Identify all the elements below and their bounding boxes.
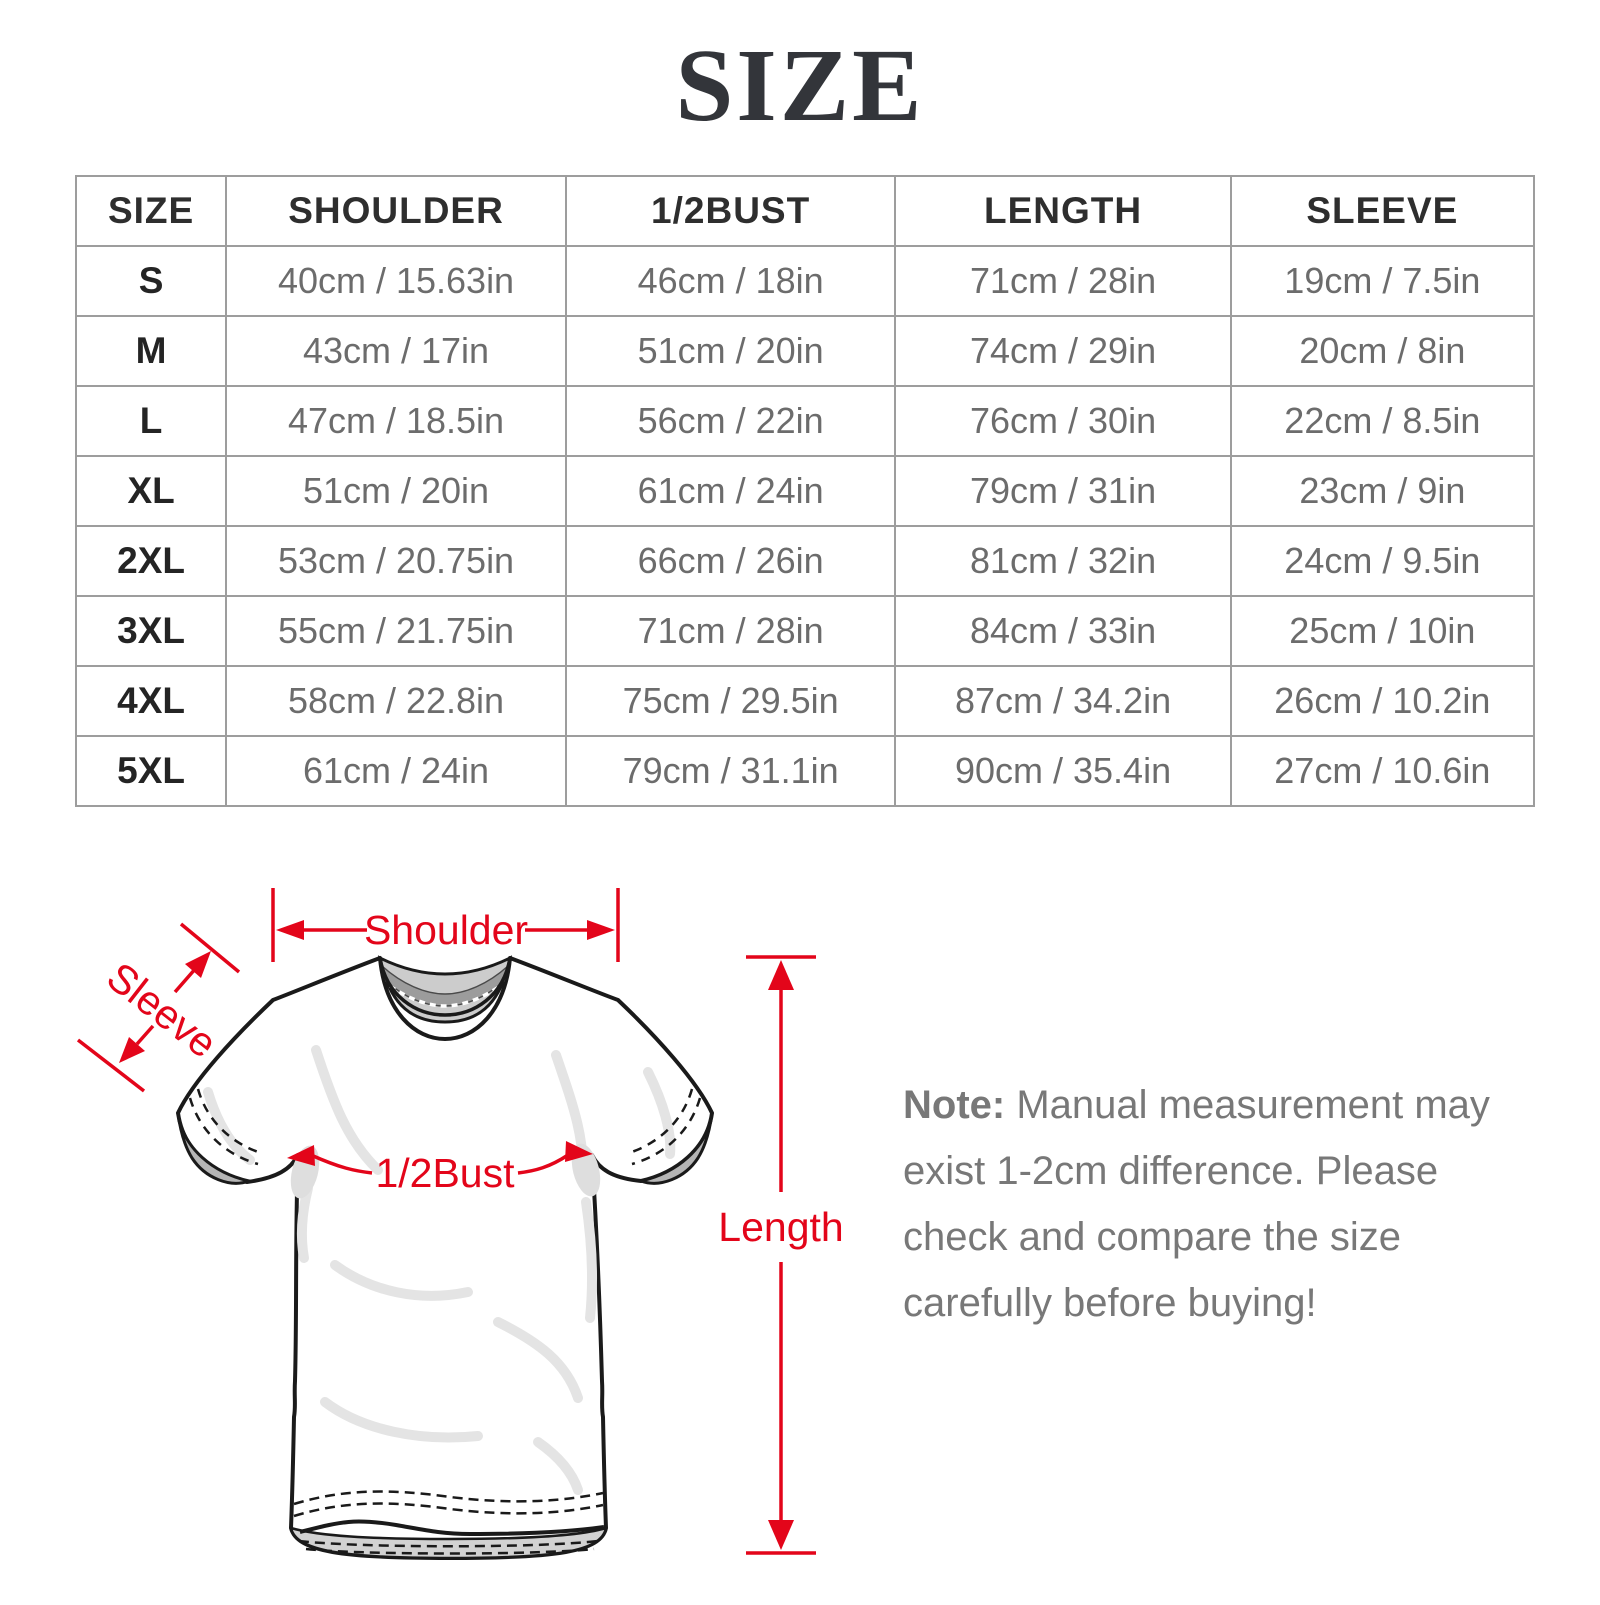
halfbust-arrowhead-left xyxy=(287,1145,315,1166)
size-label: 2XL xyxy=(74,525,228,597)
size-label: 4XL xyxy=(74,665,228,737)
shoulder-value: 47cm / 18.5in xyxy=(225,385,567,457)
hem-fold-line xyxy=(299,1519,605,1537)
shoulder-value: 43cm / 17in xyxy=(225,315,567,387)
page-title: SIZE xyxy=(675,28,925,143)
length-value: 87cm / 34.2in xyxy=(894,665,1232,737)
sleeve-value: 19cm / 7.5in xyxy=(1229,245,1536,317)
sleeve-arrow-lower-shaft xyxy=(135,1024,155,1046)
shoulder-value: 51cm / 20in xyxy=(225,455,567,527)
table-row: S 40cm / 15.63in 46cm / 18in 71cm / 28in… xyxy=(74,245,1536,317)
length-value: 79cm / 31in xyxy=(894,455,1232,527)
length-value: 71cm / 28in xyxy=(894,245,1232,317)
size-table: SIZE SHOULDER 1/2BUST LENGTH SLEEVE S 40… xyxy=(74,175,1536,807)
length-arrowhead-bottom xyxy=(768,1520,794,1550)
note-line: Note: Manual measurement may xyxy=(903,1072,1543,1138)
collar-inner-edge xyxy=(378,957,512,1017)
note-label: Note: xyxy=(903,1083,1006,1127)
shoulder-label: Shoulder xyxy=(364,907,528,953)
note-line: carefully before buying! xyxy=(903,1281,1317,1325)
table-row: M 43cm / 17in 51cm / 20in 74cm / 29in 20… xyxy=(74,315,1536,387)
shoulder-value: 40cm / 15.63in xyxy=(225,245,567,317)
halfbust-label: 1/2Bust xyxy=(375,1150,515,1196)
halfbust-value: 71cm / 28in xyxy=(564,595,897,667)
table-row: 4XL 58cm / 22.8in 75cm / 29.5in 87cm / 3… xyxy=(74,665,1536,737)
measure-length: Length xyxy=(718,955,844,1555)
size-label: XL xyxy=(74,455,228,527)
table-header-row: SIZE SHOULDER 1/2BUST LENGTH SLEEVE xyxy=(74,175,1536,247)
sleeve-value: 25cm / 10in xyxy=(1229,595,1536,667)
shoulder-arrowhead-left xyxy=(276,920,304,940)
sleeve-opening-left xyxy=(176,1112,255,1185)
note-line: exist 1-2cm difference. Please xyxy=(903,1149,1439,1193)
measure-halfbust: 1/2Bust xyxy=(287,1141,593,1196)
size-label: 5XL xyxy=(74,735,228,807)
shoulder-value: 58cm / 22.8in xyxy=(225,665,567,737)
sleeve-arrow-upper-shaft xyxy=(173,966,198,994)
halfbust-value: 46cm / 18in xyxy=(564,245,897,317)
halfbust-value: 79cm / 31.1in xyxy=(564,735,897,807)
halfbust-value: 56cm / 22in xyxy=(564,385,897,457)
length-value: 74cm / 29in xyxy=(894,315,1232,387)
size-label: 3XL xyxy=(74,595,228,667)
sleeve-value: 24cm / 9.5in xyxy=(1229,525,1536,597)
sleeve-label: Sleeve xyxy=(98,953,225,1066)
halfbust-line-right xyxy=(517,1153,569,1175)
sleeve-value: 20cm / 8in xyxy=(1229,315,1536,387)
length-value: 81cm / 32in xyxy=(894,525,1232,597)
sleeve-arrowhead-upper xyxy=(185,951,211,978)
column-header-length: LENGTH xyxy=(894,175,1232,247)
tshirt-illustration xyxy=(176,955,714,1560)
hem-band xyxy=(289,1526,608,1560)
table-row: 5XL 61cm / 24in 79cm / 31.1in 90cm / 35.… xyxy=(74,735,1536,807)
length-label: Length xyxy=(718,1204,843,1250)
sleeve-value: 22cm / 8.5in xyxy=(1229,385,1536,457)
table-row: 2XL 53cm / 20.75in 66cm / 26in 81cm / 32… xyxy=(74,525,1536,597)
halfbust-value: 75cm / 29.5in xyxy=(564,665,897,737)
shoulder-arrowhead-right xyxy=(587,920,615,940)
size-label: M xyxy=(74,315,228,387)
hem-stitches xyxy=(293,1490,604,1555)
column-header-shoulder: SHOULDER xyxy=(225,175,567,247)
note-text: Note: Manual measurement may exist 1-2cm… xyxy=(903,1072,1543,1336)
sleeve-tick-lower xyxy=(76,1038,146,1093)
shoulder-value: 55cm / 21.75in xyxy=(225,595,567,667)
sleeve-tick-upper xyxy=(179,922,241,974)
sleeve-value: 23cm / 9in xyxy=(1229,455,1536,527)
halfbust-value: 66cm / 26in xyxy=(564,525,897,597)
column-header-size: SIZE xyxy=(74,175,228,247)
sleeve-hem-stitches xyxy=(188,1088,702,1166)
collar-zigzag-stitch xyxy=(388,984,502,1008)
table-row: XL 51cm / 20in 61cm / 24in 79cm / 31in 2… xyxy=(74,455,1536,527)
table-row: L 47cm / 18.5in 56cm / 22in 76cm / 30in … xyxy=(74,385,1536,457)
length-value: 90cm / 35.4in xyxy=(894,735,1232,807)
halfbust-value: 61cm / 24in xyxy=(564,455,897,527)
sleeve-value: 26cm / 10.2in xyxy=(1229,665,1536,737)
measure-shoulder: Shoulder xyxy=(271,888,620,962)
table-row: 3XL 55cm / 21.75in 71cm / 28in 84cm / 33… xyxy=(74,595,1536,667)
column-header-halfbust: 1/2BUST xyxy=(564,175,897,247)
note-line: check and compare the size xyxy=(903,1215,1402,1259)
size-label: S xyxy=(74,245,228,317)
length-value: 84cm / 33in xyxy=(894,595,1232,667)
length-value: 76cm / 30in xyxy=(894,385,1232,457)
shoulder-value: 61cm / 24in xyxy=(225,735,567,807)
note-line-text: Manual measurement may xyxy=(1016,1083,1490,1127)
sleeve-value: 27cm / 10.6in xyxy=(1229,735,1536,807)
halfbust-arrowhead-right xyxy=(565,1141,593,1162)
sleeve-arrowhead-lower xyxy=(119,1037,145,1063)
measurement-diagram: Shoulder Sleeve 1/2Bust Length xyxy=(0,840,1600,1600)
halfbust-value: 51cm / 20in xyxy=(564,315,897,387)
sleeve-opening-right xyxy=(635,1112,714,1185)
tshirt-body-outline xyxy=(176,956,714,1560)
column-header-sleeve: SLEEVE xyxy=(1229,175,1536,247)
shoulder-value: 53cm / 20.75in xyxy=(225,525,567,597)
halfbust-line-left xyxy=(310,1153,373,1175)
length-arrowhead-top xyxy=(768,960,794,990)
size-label: L xyxy=(74,385,228,457)
